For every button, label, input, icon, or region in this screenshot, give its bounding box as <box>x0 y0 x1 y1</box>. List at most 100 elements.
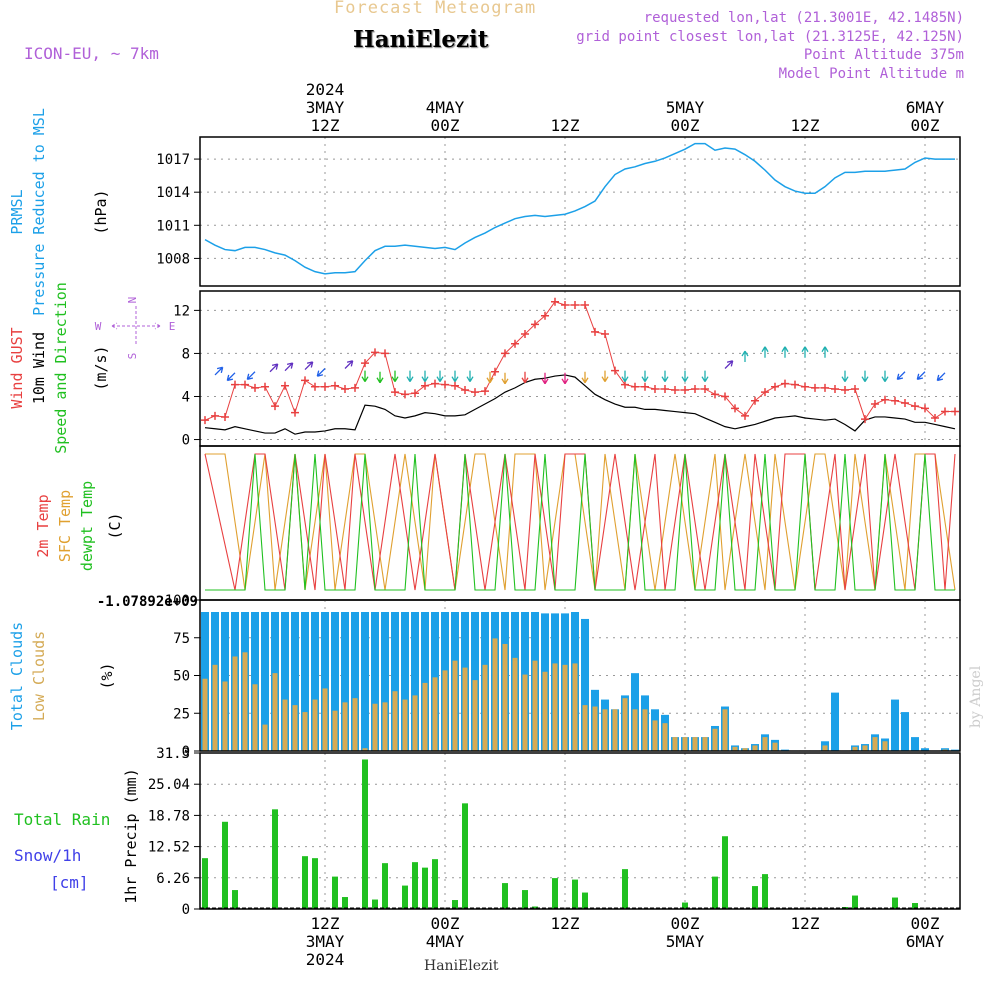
wind-direction-arrow-18 <box>521 371 529 384</box>
wind-panel <box>199 290 961 447</box>
pressure-line <box>204 142 955 275</box>
rain-bar-18 <box>382 863 388 909</box>
rain-bar-33 <box>532 906 538 909</box>
wind-direction-arrow-27 <box>701 370 709 382</box>
wind-direction-arrow-30 <box>761 346 769 358</box>
compass-cross <box>111 306 161 346</box>
rain-bar-71 <box>912 903 918 909</box>
clouds-panel <box>199 599 961 752</box>
pressure-tick-label-3: 1017 <box>156 152 190 168</box>
total-cloud-bar-6 <box>261 612 269 751</box>
low-cloud-bar-20 <box>402 699 408 751</box>
model-altitude: Model Point Altitude m <box>778 66 964 82</box>
top-time-label-3-1: 00Z <box>671 116 700 135</box>
wind-gust-marker-41 <box>611 366 619 375</box>
top-time-label-2-0: 12Z <box>551 116 580 135</box>
low-cloud-bar-57 <box>772 742 778 751</box>
wind-gust-marker-13 <box>331 381 339 390</box>
wind-direction-arrow-2 <box>246 371 256 381</box>
low-cloud-bar-8 <box>282 699 288 751</box>
total-cloud-bar-8 <box>281 612 289 751</box>
wind-direction-arrow-16 <box>486 371 494 384</box>
rain-bar-25 <box>452 900 458 909</box>
temperature-ylabel-1: SFC Temp <box>56 490 74 562</box>
low-cloud-bar-68 <box>882 741 888 751</box>
low-cloud-bar-22 <box>422 682 428 751</box>
wind-gust-marker-70 <box>901 398 909 407</box>
low-cloud-bar-15 <box>352 698 358 751</box>
wind-direction-arrow-5 <box>304 361 314 371</box>
rain-bar-51 <box>712 876 718 909</box>
wind-gust-marker-59 <box>791 380 799 389</box>
low-cloud-bar-13 <box>332 710 338 751</box>
top-time-label-5-0: 6MAY <box>906 98 945 117</box>
grid-point-coords: grid point closest lon,lat (21.3125E, 42… <box>576 29 964 45</box>
footer-location: HaniElezit <box>424 958 499 974</box>
bottom-time-label-3-1: 5MAY <box>666 932 705 951</box>
total-cloud-bar-38 <box>581 618 589 751</box>
low-cloud-bar-48 <box>682 737 688 751</box>
rain-bar-52 <box>722 836 728 909</box>
low-cloud-bar-0 <box>202 678 208 751</box>
clouds-ylabel-1: Low Clouds <box>30 631 48 721</box>
wind-gust-marker-15 <box>351 383 359 392</box>
rain-bar-23 <box>432 859 438 909</box>
top-time-label-5-1: 00Z <box>911 116 940 135</box>
wind-direction-arrow-24 <box>641 370 649 382</box>
wind-gust-marker-20 <box>401 390 409 399</box>
precip-tick-label-0: 0 <box>182 902 190 918</box>
low-cloud-bar-28 <box>482 664 488 751</box>
low-cloud-bar-52 <box>722 709 728 751</box>
total-cloud-bar-17 <box>371 612 379 751</box>
wind-speed-line <box>204 374 956 435</box>
wind-direction-arrow-28 <box>724 360 734 369</box>
wind-gust-marker-37 <box>571 300 579 309</box>
precip-panel <box>199 752 961 910</box>
bottom-time-label-0-0: 12Z <box>311 914 340 933</box>
precip-tick-label-2: 12.52 <box>148 840 190 856</box>
wind-direction-arrow-15 <box>466 370 474 382</box>
wind-direction-arrow-9 <box>376 371 384 384</box>
low-cloud-bar-67 <box>872 737 878 751</box>
wind-gust-marker-2 <box>221 412 229 421</box>
wind-ylabel-1: 10m Wind <box>30 332 48 404</box>
low-cloud-bar-51 <box>712 728 718 751</box>
wind-gust-marker-48 <box>681 386 689 395</box>
low-cloud-bar-30 <box>502 643 508 751</box>
wind-direction-arrow-10 <box>391 370 399 382</box>
wind-direction-arrow-25 <box>661 370 669 382</box>
wind-gust-marker-10 <box>301 376 309 385</box>
wind-gust-marker-4 <box>241 380 249 389</box>
rain-label: Total Rain <box>14 810 110 829</box>
bottom-time-label-1-0: 00Z <box>431 914 460 933</box>
low-cloud-bar-45 <box>652 720 658 751</box>
low-cloud-bar-2 <box>222 681 228 751</box>
wind-gust-marker-64 <box>841 386 849 395</box>
rain-bar-37 <box>572 879 578 909</box>
total-cloud-bar-72 <box>921 748 929 751</box>
low-cloud-bar-23 <box>432 677 438 751</box>
rain-bar-20 <box>402 885 408 909</box>
wind-gust-marker-73 <box>931 414 939 423</box>
temperature-unit: (C) <box>106 512 124 539</box>
low-cloud-bar-29 <box>492 638 498 751</box>
wind-direction-arrow-20 <box>561 372 569 385</box>
top-time-label-0-2: 12Z <box>311 116 340 135</box>
total-cloud-bar-63 <box>831 692 839 751</box>
clouds-tick-label-3: 75 <box>173 631 190 647</box>
wind-gust-marker-3 <box>231 380 239 389</box>
wind-gust-marker-56 <box>761 388 769 397</box>
wind-gust-marker-16 <box>361 359 369 368</box>
requested-coords: requested lon,lat (21.3001E, 42.1485N) <box>643 10 964 26</box>
bottom-time-label-2-0: 12Z <box>551 914 580 933</box>
wind-unit: (m/s) <box>92 345 110 390</box>
snow-label: Snow/1h <box>14 846 81 865</box>
wind-gust-marker-9 <box>291 408 299 417</box>
watermark: by Angel <box>968 665 984 728</box>
low-cloud-bar-40 <box>602 709 608 751</box>
wind-direction-arrow-39 <box>936 372 946 382</box>
wind-direction-arrow-34 <box>841 370 849 382</box>
wind-gust-marker-69 <box>891 396 899 405</box>
rain-bar-65 <box>852 895 858 909</box>
